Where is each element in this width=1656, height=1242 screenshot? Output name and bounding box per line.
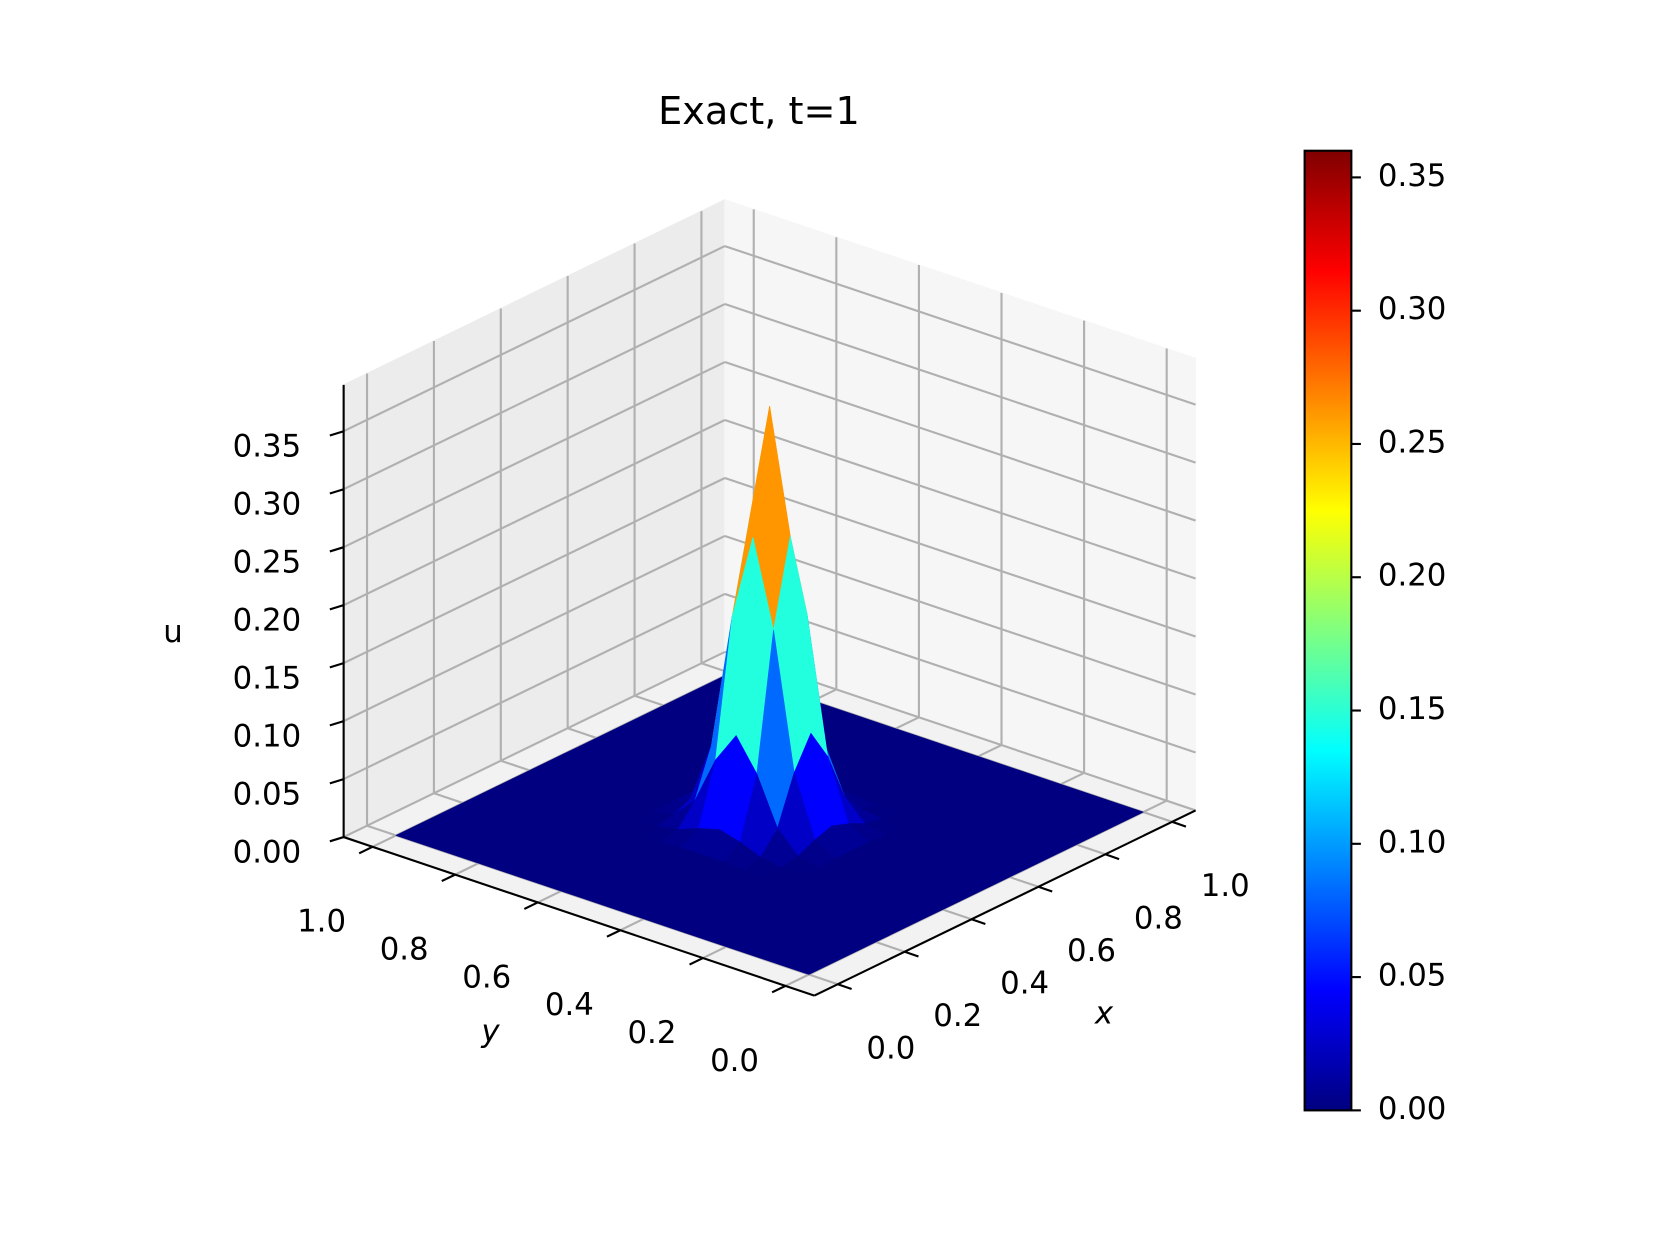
- grid-line: [343, 419, 726, 607]
- grid-line: [343, 535, 726, 723]
- grid-line: [724, 361, 1196, 522]
- x-axis-line: [813, 809, 1197, 997]
- grid-line: [343, 477, 726, 665]
- z-tick-mark: [329, 546, 344, 553]
- x-tick-label: 0.4: [1000, 966, 1049, 1002]
- grid-line: [343, 245, 726, 433]
- z-tick-label: 0.20: [233, 603, 302, 639]
- surface-face: [725, 913, 877, 975]
- grid-line: [724, 303, 1196, 464]
- z-tick-label: 0.00: [233, 835, 302, 871]
- x-tick-label: 1.0: [1201, 868, 1250, 904]
- colorbar-tick-label: 0.05: [1378, 958, 1447, 994]
- grid-line: [724, 534, 1196, 696]
- grid-line: [343, 361, 726, 549]
- z-tick-mark: [329, 778, 344, 785]
- z-tick-mark: [329, 604, 344, 611]
- z-tick-label: 0.25: [233, 545, 302, 581]
- colorbar-tick-label: 0.35: [1378, 158, 1447, 194]
- x-tick-label: 0.2: [933, 998, 982, 1034]
- z-tick-mark: [329, 720, 344, 727]
- z-tick-mark: [329, 430, 344, 437]
- x-tick-label: 0.6: [1067, 933, 1116, 969]
- z-tick-label: 0.30: [233, 487, 302, 523]
- colorbar: [1303, 149, 1353, 1112]
- z-tick-label: 0.05: [233, 777, 302, 813]
- y-tick-label: 0.6: [462, 959, 511, 995]
- y-tick-label: 0.4: [545, 987, 594, 1023]
- y-tick-mark: [689, 957, 704, 966]
- y-tick-label: 0.2: [627, 1015, 676, 1051]
- grid-line: [724, 476, 1196, 638]
- z-tick-mark: [329, 662, 344, 669]
- x-tick-mark: [1038, 885, 1053, 893]
- y-tick-mark: [523, 901, 539, 910]
- colorbar-tick-label: 0.00: [1378, 1091, 1447, 1127]
- x-tick-mark: [904, 950, 919, 958]
- grid-line: [343, 303, 726, 491]
- grid-line: [343, 650, 726, 839]
- grid-line: [724, 419, 1196, 580]
- colorbar-tick-label: 0.25: [1378, 424, 1447, 460]
- x-tick-mark: [1171, 820, 1187, 828]
- y-axis-line: [343, 836, 815, 997]
- y-tick-label: 1.0: [297, 904, 346, 940]
- x-tick-label: 0.0: [866, 1031, 915, 1067]
- colorbar-tick-label: 0.20: [1378, 558, 1447, 594]
- x-axis-label: x: [1094, 995, 1114, 1031]
- chart-title: Exact, t=1: [658, 90, 860, 134]
- y-tick-label: 0.0: [710, 1043, 759, 1079]
- y-tick-mark: [771, 984, 786, 994]
- z-tick-label: 0.35: [233, 429, 302, 465]
- z-tick-label: 0.10: [233, 719, 302, 755]
- z-tick-mark: [329, 488, 344, 495]
- grid-line: [343, 592, 726, 781]
- colorbar-tick-label: 0.15: [1378, 691, 1447, 727]
- z-tick-label: 0.15: [233, 661, 302, 697]
- colorbar-tick-label: 0.10: [1378, 824, 1447, 860]
- x-tick-label: 0.8: [1134, 901, 1183, 937]
- x-tick-mark: [837, 983, 852, 991]
- x-tick-mark: [971, 918, 986, 926]
- colorbar-tick-label: 0.30: [1378, 291, 1447, 327]
- x-tick-mark: [1104, 853, 1120, 861]
- y-tick-mark: [606, 929, 621, 938]
- y-tick-mark: [441, 873, 456, 883]
- z-tick-mark: [329, 836, 344, 843]
- z-axis-label: u: [163, 614, 183, 650]
- grid-line: [724, 245, 1196, 406]
- y-tick-label: 0.8: [380, 932, 429, 968]
- y-tick-mark: [358, 845, 374, 855]
- y-axis-label: y: [480, 1013, 500, 1049]
